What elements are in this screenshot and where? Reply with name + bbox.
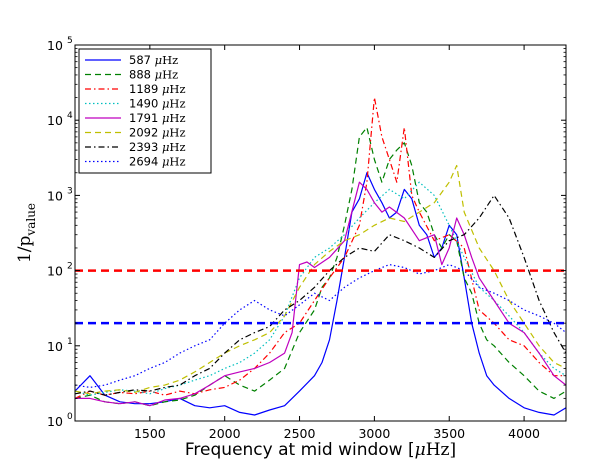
legend-label: 1189 μHz bbox=[129, 82, 186, 96]
x-tick-label: 3000 bbox=[358, 426, 390, 441]
y-tick-label: 10 bbox=[47, 113, 63, 128]
y-tick-exponent: 1 bbox=[67, 337, 73, 347]
y-tick-label: 10 bbox=[47, 38, 63, 53]
x-tick-label: 1500 bbox=[134, 426, 166, 441]
legend-label: 2694 μHz bbox=[129, 155, 186, 169]
y-tick-exponent: 3 bbox=[67, 186, 73, 196]
series-line-1791 bbox=[75, 181, 566, 407]
x-tick-label: 4000 bbox=[508, 426, 540, 441]
legend-label: 1791 μHz bbox=[129, 111, 186, 125]
y-tick-label: 10 bbox=[47, 264, 63, 279]
series-line-587 bbox=[75, 172, 566, 416]
tick-layer bbox=[75, 44, 566, 422]
legend-label: 2092 μHz bbox=[129, 126, 186, 140]
legend-label: 888 μHz bbox=[129, 68, 178, 82]
y-tick-exponent: 0 bbox=[67, 412, 73, 422]
legend-label: 1490 μHz bbox=[129, 97, 186, 111]
y-tick-exponent: 2 bbox=[67, 262, 73, 272]
legend-entry-2393: 2393 μHz bbox=[85, 140, 186, 154]
y-axis-title: 1/pvalue bbox=[15, 203, 38, 263]
legend-entry-1189: 1189 μHz bbox=[85, 82, 186, 96]
y-tick-label: 10 bbox=[47, 414, 63, 429]
legend-entry-2694: 2694 μHz bbox=[85, 155, 186, 169]
threshold-layer bbox=[75, 269, 566, 325]
series-line-1490 bbox=[75, 181, 566, 396]
series-line-1189 bbox=[75, 97, 566, 399]
plot-area-frame bbox=[74, 44, 567, 422]
legend-label: 587 μHz bbox=[129, 53, 178, 67]
series-line-2393 bbox=[75, 194, 566, 396]
x-tick-label: 2000 bbox=[209, 426, 241, 441]
legend-entry-1791: 1791 μHz bbox=[85, 111, 186, 125]
y-tick-label: 10 bbox=[47, 188, 63, 203]
legend-entry-1490: 1490 μHz bbox=[85, 97, 186, 111]
legend-box bbox=[78, 48, 212, 174]
series-line-888 bbox=[75, 126, 566, 407]
legend-entry-2092: 2092 μHz bbox=[85, 126, 186, 140]
legend-label: 2393 μHz bbox=[129, 140, 186, 154]
y-tick-exponent: 5 bbox=[67, 36, 73, 46]
series-line-2694 bbox=[75, 264, 566, 388]
series-layer bbox=[75, 97, 566, 416]
x-tick-label: 2500 bbox=[284, 426, 316, 441]
y-tick-label: 10 bbox=[47, 339, 63, 354]
x-axis-title: Frequency at mid window [μHz] bbox=[185, 440, 456, 460]
x-tick-label: 3500 bbox=[433, 426, 465, 441]
legend-entry-888: 888 μHz bbox=[85, 68, 178, 82]
y-tick-exponent: 4 bbox=[67, 111, 73, 121]
series-line-2092 bbox=[75, 164, 566, 395]
legend-entry-587: 587 μHz bbox=[85, 53, 178, 67]
